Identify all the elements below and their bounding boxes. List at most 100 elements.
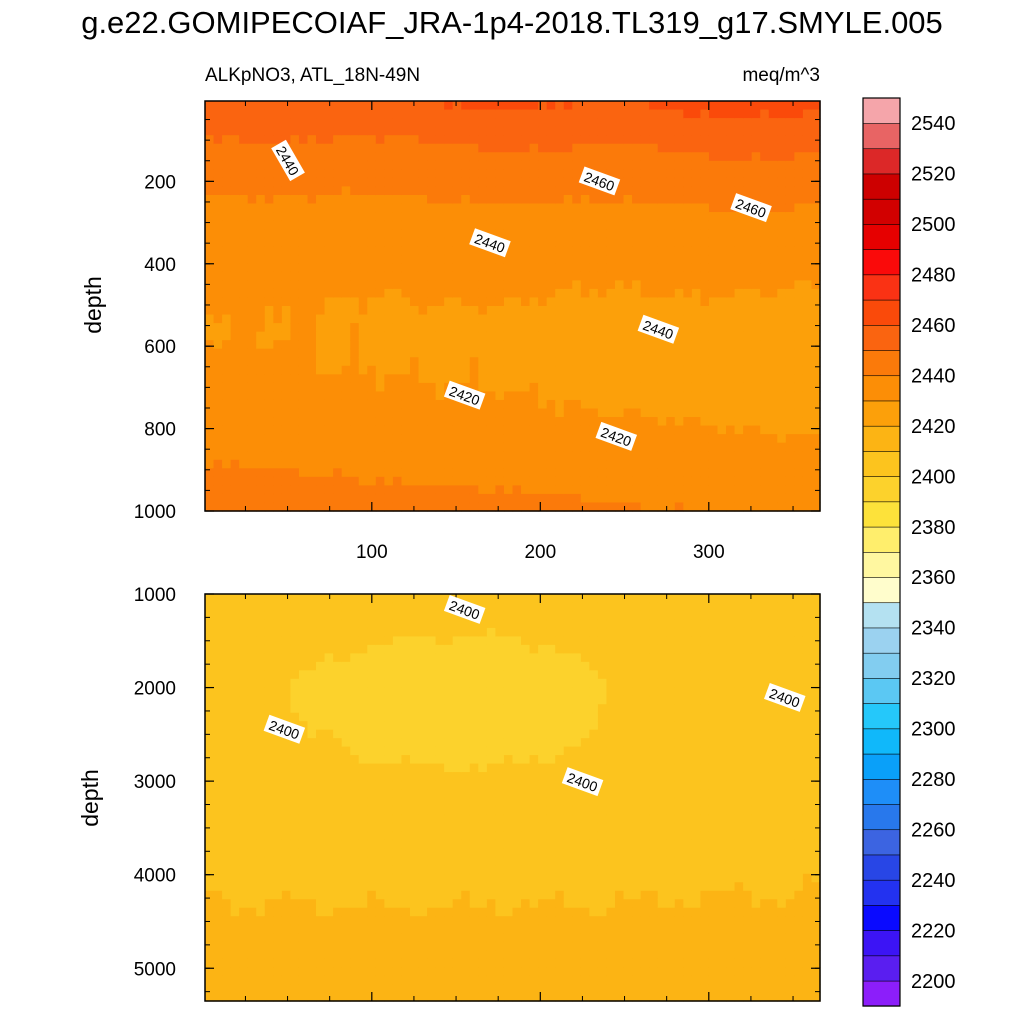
field-cell [213,417,223,427]
field-cell [333,203,343,213]
field-cell [350,109,360,119]
field-cell [606,160,616,170]
field-cell [717,101,727,111]
field-cell [649,271,659,281]
field-cell [213,738,223,748]
field-cell [563,237,573,247]
field-cell [538,246,548,256]
field-cell [777,323,787,333]
field-cell [461,442,471,452]
field-cell [375,958,385,968]
field-cell [546,408,556,418]
field-cell [452,280,462,290]
field-cell [239,882,249,892]
field-cell [794,314,804,324]
field-cell [205,746,215,756]
field-cell [247,721,257,731]
field-cell [298,476,309,486]
field-cell [392,476,403,486]
field-cell [640,391,650,401]
field-cell [247,186,257,196]
field-cell [512,186,522,196]
field-cell [444,958,454,968]
field-cell [538,348,548,358]
field-cell [734,288,744,299]
field-cell [307,160,317,170]
field-cell [367,399,377,410]
field-cell [358,619,368,629]
field-cell [392,340,403,350]
field-cell [597,143,608,153]
field-cell [435,661,445,671]
field-cell [555,451,565,461]
field-cell [743,434,753,444]
field-cell [341,967,351,977]
field-cell [811,399,821,410]
field-cell [461,357,471,367]
field-cell [367,212,377,222]
field-cell [384,619,394,629]
field-cell [503,246,514,256]
field-cell [375,348,385,358]
field-cell [264,476,274,486]
field-cell [358,451,368,461]
field-cell [623,382,633,393]
field-cell [640,417,650,427]
field-cell [350,873,360,883]
field-cell [734,169,744,179]
field-cell [580,391,590,401]
field-cell [683,118,693,128]
field-cell [239,856,249,866]
field-cell [281,459,292,469]
field-cell [410,602,420,612]
field-cell [239,220,249,230]
field-cell [495,177,505,188]
field-cell [358,924,368,934]
field-cell [273,476,283,486]
field-cell [213,653,223,663]
field-cell [239,653,249,663]
field-cell [555,382,565,393]
field-cell [657,220,667,230]
field-cell [298,288,309,299]
field-cell [802,459,813,469]
field-cell [777,485,787,495]
field-cell [734,493,744,504]
field-cell [256,924,266,934]
field-cell [401,755,411,765]
field-cell [230,109,240,119]
field-cell [298,984,309,994]
field-cell [341,306,351,316]
field-cell [427,348,437,358]
field-cell [546,237,556,247]
field-cell [247,476,257,486]
field-cell [418,135,428,145]
field-cell [392,755,403,765]
field-cell [367,907,377,917]
field-cell [683,340,693,350]
field-cell [375,459,385,469]
field-cell [273,468,283,478]
field-cell [401,924,411,934]
field-cell [230,314,240,324]
field-cell [469,340,479,350]
field-cell [367,152,377,162]
field-cell [324,950,334,960]
field-cell [298,678,309,688]
field-cell [700,126,710,136]
field-cell [632,143,642,153]
field-cell [563,502,573,512]
field-cell [486,348,497,358]
field-cell [384,721,394,731]
field-cell [358,907,368,917]
field-cell [418,434,428,444]
field-cell [358,135,368,145]
field-cell [674,280,684,290]
field-cell [324,169,334,179]
field-cell [632,485,642,495]
field-cell [298,382,309,393]
field-cell [589,126,599,136]
field-cell [452,755,462,765]
field-cell [256,873,266,883]
field-cell [444,348,454,358]
